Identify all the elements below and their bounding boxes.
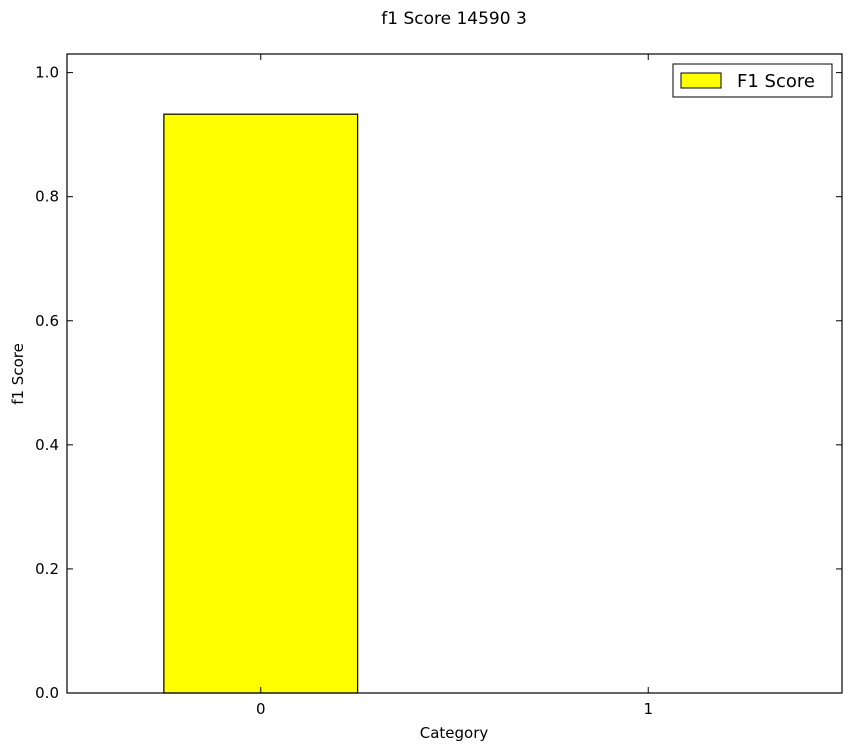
bar-0 bbox=[163, 113, 359, 694]
y-tick-label: 0.8 bbox=[35, 188, 59, 206]
y-tick-label: 0.4 bbox=[35, 436, 59, 454]
plot-frame bbox=[66, 53, 843, 694]
y-tick-label: 0.6 bbox=[35, 312, 59, 330]
y-axis-label: f1 Score bbox=[9, 343, 27, 405]
y-tick-label: 0.2 bbox=[35, 560, 59, 578]
plot-area: 0.0 0.2 0.4 0.6 0.8 1.0 0 1 F1 Score bbox=[35, 53, 843, 718]
x-tick-label: 0 bbox=[256, 700, 266, 718]
y-tick-label: 0.0 bbox=[35, 684, 59, 702]
x-axis-label: Category bbox=[420, 724, 489, 742]
y-tick-label: 1.0 bbox=[35, 64, 59, 82]
chart-title: f1 Score 14590 3 bbox=[381, 9, 527, 29]
x-tick-label: 1 bbox=[643, 700, 653, 718]
legend-label: F1 Score bbox=[737, 71, 815, 92]
legend-swatch bbox=[680, 72, 722, 89]
